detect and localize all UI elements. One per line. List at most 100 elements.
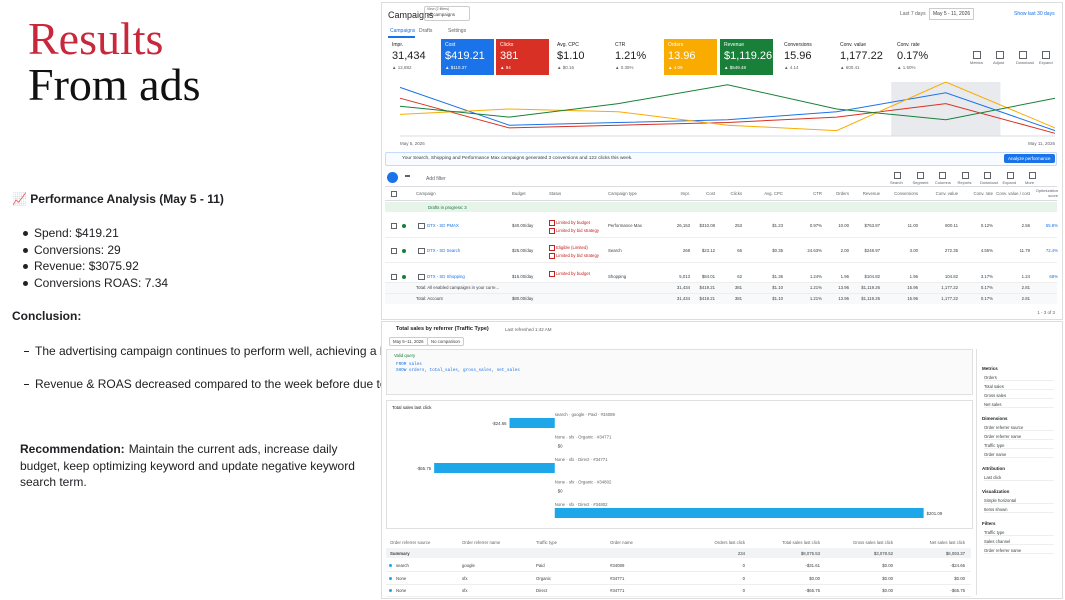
metric-card[interactable] xyxy=(780,39,833,75)
metric-cell: 13.96 xyxy=(838,285,849,290)
table-tool-label: Reports xyxy=(957,180,972,185)
sidebar-item[interactable]: Items shown xyxy=(984,507,1054,513)
table-tool-icon[interactable] xyxy=(961,172,969,179)
tool-label: Download xyxy=(1016,60,1034,65)
table-tool-icon[interactable] xyxy=(939,172,946,179)
metric-card[interactable] xyxy=(388,39,441,75)
sidebar-item[interactable]: Order name xyxy=(984,452,1054,458)
metric-cell: 381 xyxy=(734,296,742,301)
checkbox[interactable] xyxy=(391,248,397,254)
metric-cell: 26,153 xyxy=(676,223,690,228)
metric-label: Orders xyxy=(668,42,684,48)
sidebar-item[interactable]: Order referrer name xyxy=(984,434,1054,440)
metric-card[interactable] xyxy=(664,39,717,75)
category-label: search · google · Paid · #34089 xyxy=(555,412,616,417)
metric-card[interactable] xyxy=(553,39,606,75)
metric-cell: 0.17% xyxy=(980,296,993,301)
add-filter[interactable]: Add filter xyxy=(426,176,446,182)
cell: Direct xyxy=(536,588,548,593)
status-dot xyxy=(402,275,406,279)
value-label: $0 xyxy=(558,444,563,449)
line-series xyxy=(399,81,1056,132)
sidebar-item[interactable]: Traffic type xyxy=(984,443,1054,449)
metric-label: Avg. CPC xyxy=(557,42,579,48)
sidebar-item[interactable]: Orders xyxy=(984,375,1054,381)
view-chip xyxy=(424,6,470,21)
campaign-name[interactable]: DTX - SD PMAX xyxy=(427,223,459,228)
metric-card[interactable] xyxy=(496,39,549,75)
table-tool-icon[interactable] xyxy=(984,172,991,179)
title-line: From ads xyxy=(28,59,201,110)
checkbox[interactable] xyxy=(391,223,397,229)
column-header: Campaign xyxy=(416,191,436,196)
table-tool-icon[interactable] xyxy=(1006,172,1014,179)
sidebar-item[interactable]: Total sales xyxy=(984,384,1054,390)
sidebar-item[interactable]: Gross sales xyxy=(984,393,1054,399)
tool-icon[interactable] xyxy=(973,51,981,59)
chip[interactable]: No comparison xyxy=(427,337,464,346)
sidebar-item[interactable]: Net sales xyxy=(984,402,1054,408)
metric-card[interactable] xyxy=(893,39,946,75)
filter-icon[interactable] xyxy=(405,175,410,182)
metric-cell: 62 xyxy=(737,274,742,279)
metric-card[interactable] xyxy=(836,39,889,75)
tool-icon[interactable] xyxy=(1019,51,1027,59)
campaign-name[interactable]: DTX - SD Shopping xyxy=(427,274,465,279)
cell: None xyxy=(396,575,407,581)
metric-cell: 2.00 xyxy=(840,248,849,253)
add-button[interactable] xyxy=(387,172,398,183)
status-icon xyxy=(549,228,555,234)
metric-cell: 800.11 xyxy=(945,223,958,228)
sidebar-item[interactable]: Order referrer name xyxy=(984,548,1054,554)
checkbox[interactable] xyxy=(391,191,397,197)
text: The advertising campaign continues to pe… xyxy=(35,344,406,358)
table-tool-label: Columns xyxy=(935,180,951,185)
metric-card[interactable] xyxy=(441,39,494,75)
sidebar-item[interactable]: Simple horizontal xyxy=(984,498,1054,504)
column-header: Total sales last click xyxy=(782,540,820,545)
tab[interactable]: Campaigns xyxy=(390,28,416,34)
tool-icon[interactable] xyxy=(996,51,1004,59)
cell: Organic xyxy=(536,575,552,581)
performance-chart: May 5, 2026 May 11, 2026 xyxy=(399,81,1056,146)
metric-card[interactable] xyxy=(720,39,773,75)
sidebar-item[interactable]: Sales channel xyxy=(984,539,1054,545)
banner-button[interactable]: Analyze performance xyxy=(1004,154,1055,163)
table-tool-icon[interactable] xyxy=(1029,172,1036,179)
metric-value: 1,177.22 xyxy=(840,50,883,62)
value-label: -$65.75 xyxy=(417,466,432,471)
total-row xyxy=(385,282,1057,293)
metric-card[interactable] xyxy=(611,39,664,75)
table-tool-icon[interactable] xyxy=(916,172,924,179)
metric-cell: $1.23 xyxy=(772,223,783,228)
sidebar-item[interactable]: Last click xyxy=(984,475,1054,481)
summary-label: Summary xyxy=(390,551,410,556)
show-30[interactable]: Show last 30 days xyxy=(1014,11,1055,17)
table-tool-icon[interactable] xyxy=(894,172,901,179)
tab[interactable]: Settings xyxy=(448,28,467,34)
sidebar-item[interactable]: Order referrer source xyxy=(984,425,1054,431)
metric-cell: 268 xyxy=(682,248,690,253)
metric-value: 13.96 xyxy=(668,50,696,62)
campaign-name[interactable]: DTX - SD Search xyxy=(427,248,461,253)
range[interactable]: May 5 - 11, 2026 xyxy=(929,8,975,20)
sidebar-title: Visualization xyxy=(982,489,1010,494)
tool-icon[interactable] xyxy=(1042,51,1050,59)
checkbox[interactable] xyxy=(391,274,397,280)
metric-delta: ▲ 0.35% xyxy=(615,65,634,70)
chip[interactable]: May 5–11, 2026 xyxy=(389,337,428,346)
metric-cell: 1.24 xyxy=(1021,274,1030,279)
row-line xyxy=(386,596,971,597)
metric-label: Revenue xyxy=(724,42,745,48)
query-line: SHOW orders, total_sales, gross_sales, n… xyxy=(396,368,520,373)
sidebar-item[interactable]: Traffic type xyxy=(984,530,1054,536)
column-header: Conv. value / cost xyxy=(996,191,1030,196)
metric-label: Impr. xyxy=(392,42,404,48)
dash xyxy=(24,351,29,352)
tab[interactable]: Drafts xyxy=(419,28,433,34)
bullet: Conversions ROAS: 7.34 xyxy=(34,275,169,290)
x-tick-label: May 5, 2026 xyxy=(400,141,425,146)
metric-cell: 11.79 xyxy=(1019,248,1030,253)
column-header: Cost xyxy=(706,191,715,196)
metric-cell: 1.24% xyxy=(809,274,822,279)
